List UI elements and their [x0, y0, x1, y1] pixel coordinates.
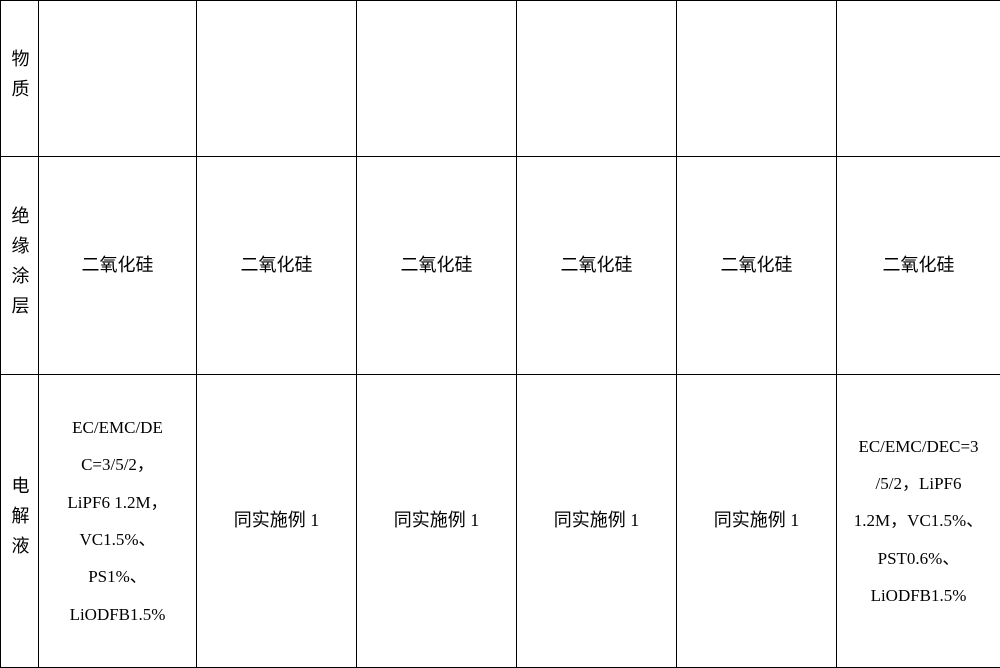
row-header-electrolyte: 电解液 [1, 375, 39, 668]
table-cell: 二氧化硅 [357, 157, 517, 375]
table-cell [677, 1, 837, 157]
table-cell: 同实施例 1 [517, 375, 677, 668]
table-cell: EC/EMC/DE C=3/5/2， LiPF6 1.2M， VC1.5%、 P… [39, 375, 197, 668]
table-row: 电解液 EC/EMC/DE C=3/5/2， LiPF6 1.2M， VC1.5… [1, 375, 1000, 668]
row-header-substance: 物质 [1, 1, 39, 157]
table-cell [837, 1, 1000, 157]
table-cell [357, 1, 517, 157]
row-header-label: 电解液 [7, 379, 33, 663]
data-table: 物质 绝缘涂层 二氧化硅 二氧化硅 二氧化硅 二氧化硅 二氧化硅 二氧化硅 电解… [0, 0, 1000, 668]
table-cell: EC/EMC/DEC=3 /5/2，LiPF6 1.2M，VC1.5%、 PST… [837, 375, 1000, 668]
table-cell [197, 1, 357, 157]
table-cell [517, 1, 677, 157]
table-cell: 二氧化硅 [197, 157, 357, 375]
table-row: 绝缘涂层 二氧化硅 二氧化硅 二氧化硅 二氧化硅 二氧化硅 二氧化硅 [1, 157, 1000, 375]
row-header-label: 物质 [7, 5, 33, 152]
row-header-label: 绝缘涂层 [7, 161, 33, 370]
table-cell: 同实施例 1 [677, 375, 837, 668]
table-cell: 同实施例 1 [357, 375, 517, 668]
table-cell: 二氧化硅 [677, 157, 837, 375]
table-cell: 二氧化硅 [517, 157, 677, 375]
table-cell: 同实施例 1 [197, 375, 357, 668]
table-cell: 二氧化硅 [837, 157, 1000, 375]
table-cell [39, 1, 197, 157]
row-header-coating: 绝缘涂层 [1, 157, 39, 375]
table-row: 物质 [1, 1, 1000, 157]
table-container: 物质 绝缘涂层 二氧化硅 二氧化硅 二氧化硅 二氧化硅 二氧化硅 二氧化硅 电解… [0, 0, 1000, 667]
table-cell: 二氧化硅 [39, 157, 197, 375]
